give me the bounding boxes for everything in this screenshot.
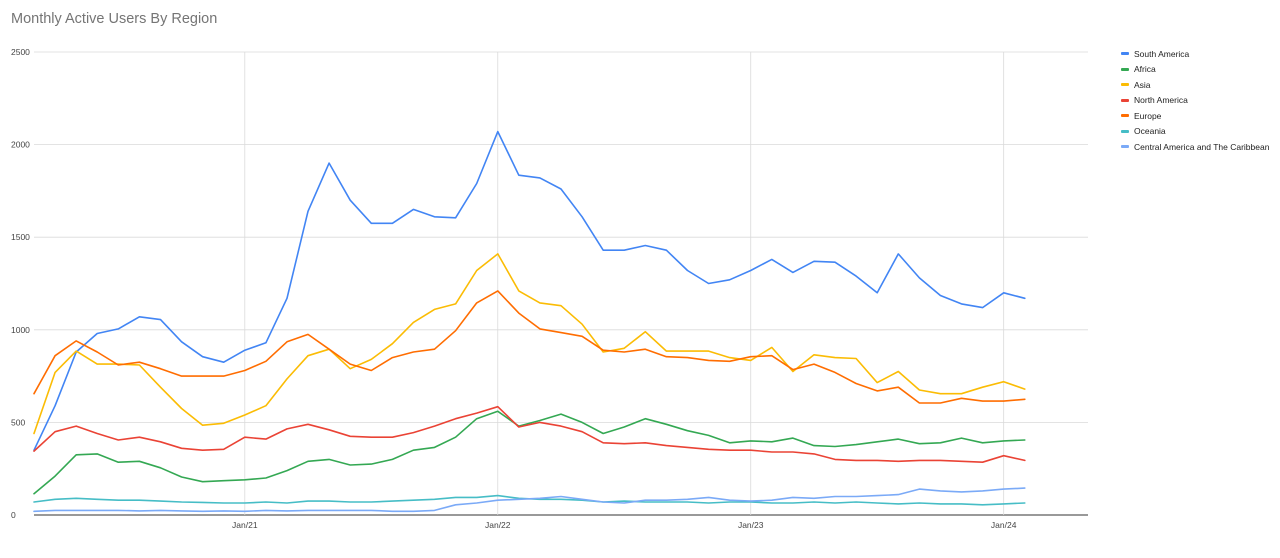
legend-label: South America [1134, 48, 1190, 59]
legend-swatch [1121, 145, 1129, 149]
series-line-oceania [33, 494, 1026, 506]
x-tick-label: Jan/23 [738, 520, 764, 530]
legend-label: Central America and The Caribbean [1134, 141, 1270, 152]
legend-label: Europe [1134, 110, 1162, 121]
legend-item[interactable]: South America [1121, 46, 1279, 62]
legend-swatch [1121, 52, 1129, 56]
legend-swatch [1121, 114, 1129, 118]
chart-title: Monthly Active Users By Region [11, 11, 218, 27]
legend-label: Oceania [1134, 126, 1166, 137]
legend-swatch [1121, 98, 1129, 102]
legend-item[interactable]: Oceania [1121, 124, 1279, 140]
legend-item[interactable]: Asia [1121, 77, 1279, 93]
axis-labels: 0 500 1000 1500 2000 2500 Jan/21 Jan/22 Jan/23 Ja… [11, 47, 1017, 530]
x-tick-label: Jan/21 [232, 520, 258, 530]
legend-label: North America [1134, 95, 1188, 106]
series-line-europe [33, 290, 1026, 404]
series-line-central-america-and-the-caribbean [33, 487, 1026, 513]
legend-label: Africa [1134, 64, 1156, 75]
y-tick-label: 500 [11, 417, 25, 427]
legend-swatch [1121, 67, 1129, 71]
series-line-north-america [33, 405, 1026, 464]
x-tick-label: Jan/24 [991, 520, 1017, 530]
legend-swatch [1121, 83, 1129, 87]
legend-item[interactable]: Africa [1121, 62, 1279, 78]
legend-swatch [1121, 129, 1129, 133]
legend-label: Asia [1134, 79, 1151, 90]
y-tick-label: 1500 [11, 232, 30, 242]
y-tick-label: 2000 [11, 140, 30, 150]
y-tick-label: 1000 [11, 325, 30, 335]
grid-lines [34, 51, 1088, 516]
y-tick-label: 2500 [11, 47, 30, 57]
legend-item[interactable]: Central America and The Caribbean [1121, 139, 1279, 155]
legend-item[interactable]: Europe [1121, 108, 1279, 124]
legend-item[interactable]: North America [1121, 93, 1279, 109]
legend: South America Africa Asia North America Euro… [1121, 46, 1279, 155]
series-lines [33, 130, 1026, 513]
series-line-asia [33, 253, 1026, 435]
series-line-africa [33, 410, 1026, 495]
y-tick-label: 0 [11, 510, 16, 520]
series-line-south-america [33, 130, 1026, 452]
x-tick-label: Jan/22 [485, 520, 511, 530]
